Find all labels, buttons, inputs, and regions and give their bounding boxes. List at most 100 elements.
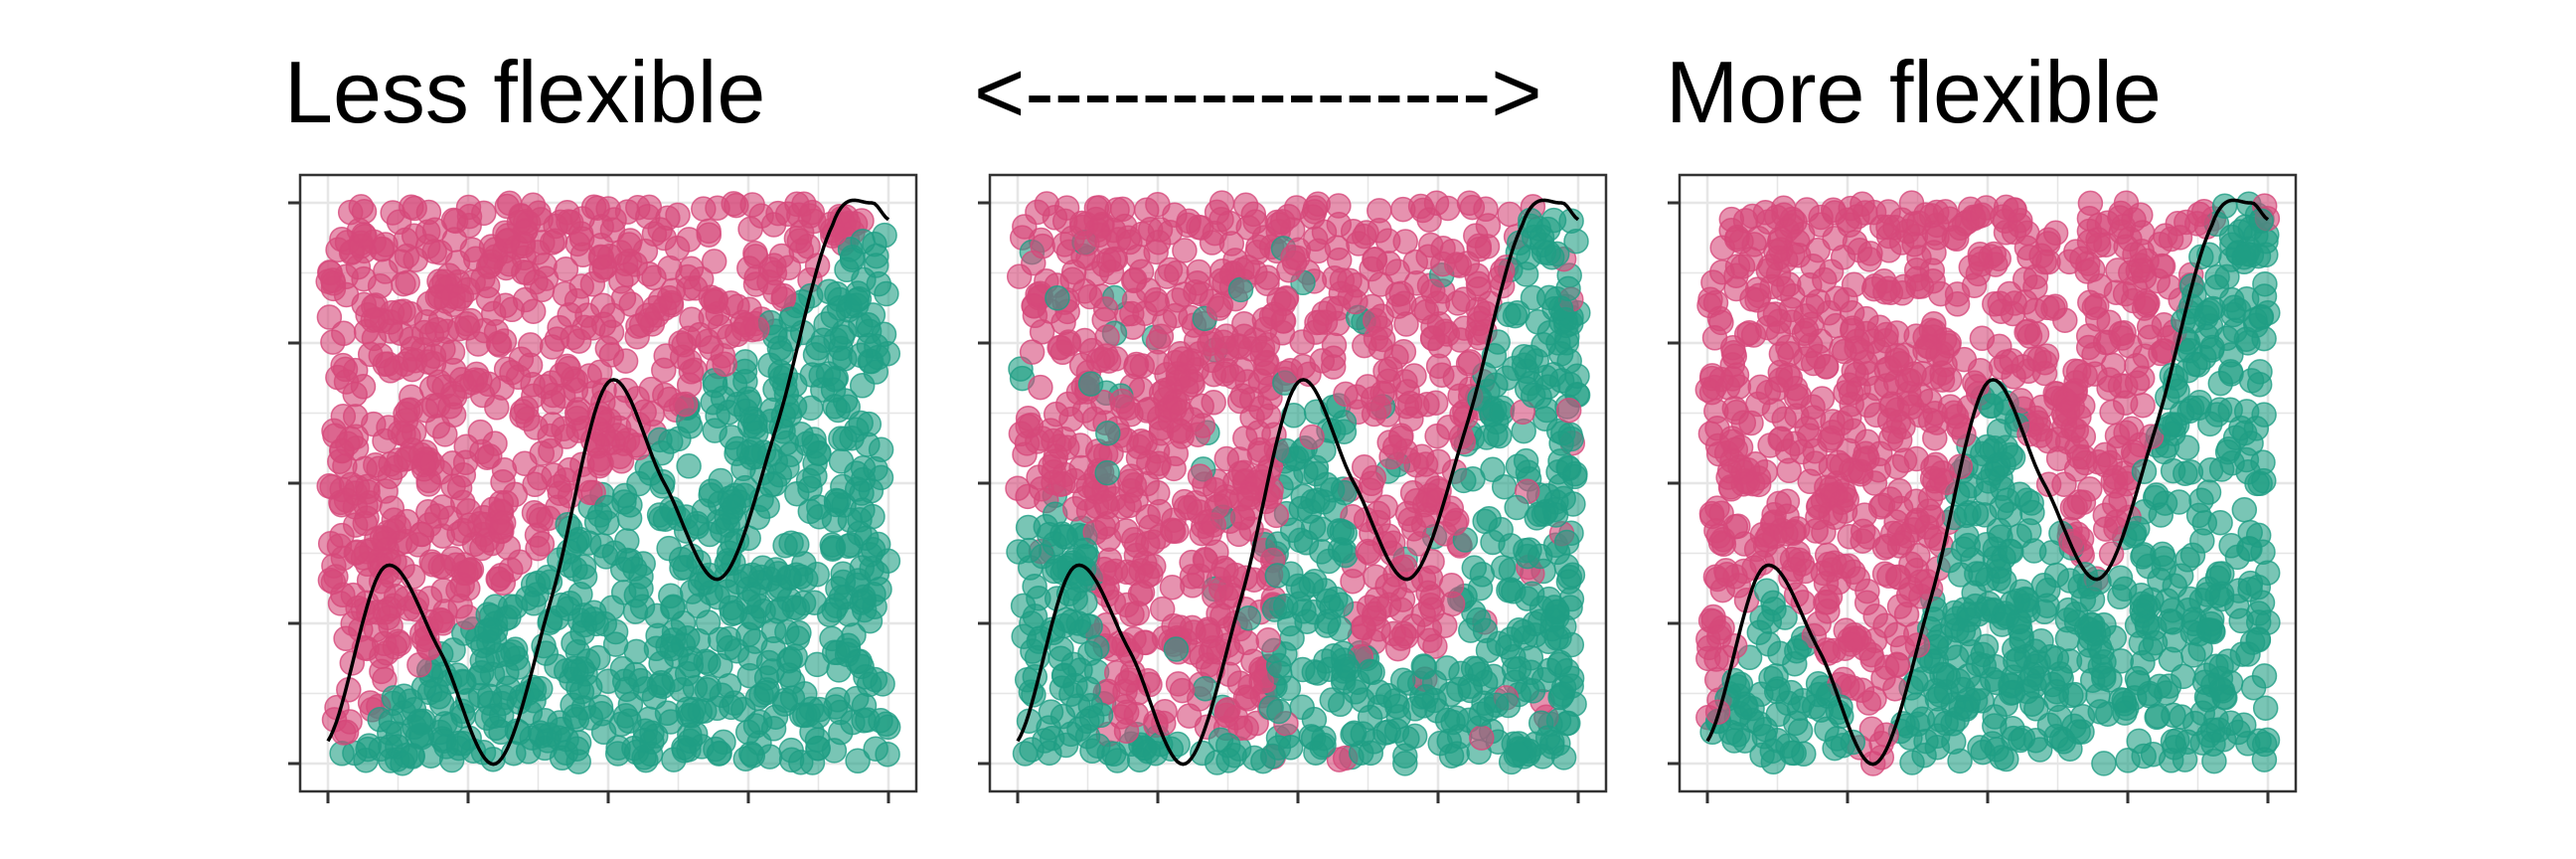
point-class-a	[470, 265, 496, 291]
point-class-b	[2252, 695, 2279, 721]
point-class-b	[593, 494, 620, 521]
point-class-b	[564, 736, 590, 762]
point-class-a	[2012, 289, 2038, 315]
point-class-a	[1413, 298, 1440, 325]
point-class-a	[355, 478, 381, 505]
point-class-a	[579, 315, 606, 341]
point-class-b	[1559, 562, 1586, 589]
point-class-a	[1774, 503, 1800, 529]
point-class-b	[674, 660, 701, 687]
point-class-a	[329, 522, 355, 549]
point-class-a	[1326, 212, 1353, 238]
point-class-a	[484, 395, 510, 421]
point-class-b	[774, 618, 800, 645]
point-class-a	[1833, 286, 1858, 313]
point-class-a	[660, 277, 687, 304]
point-class-b	[1953, 502, 1980, 529]
point-class-b	[2228, 607, 2254, 634]
point-class-b	[535, 728, 561, 754]
point-class-b	[570, 554, 597, 580]
point-class-a	[1018, 412, 1045, 438]
point-class-b	[658, 429, 684, 454]
point-class-b	[654, 700, 681, 727]
point-class-b	[1301, 706, 1328, 733]
point-class-b	[2218, 533, 2244, 559]
point-class-b	[875, 714, 901, 741]
point-class-b	[1491, 473, 1518, 500]
point-class-b	[2158, 412, 2183, 437]
point-class-b	[2022, 653, 2049, 679]
point-class-a	[760, 212, 787, 238]
point-class-b	[721, 494, 747, 520]
point-class-b	[1504, 494, 1530, 521]
point-class-a	[1043, 401, 1069, 428]
point-class-b	[1999, 539, 2024, 565]
point-class-b	[2072, 562, 2098, 588]
figure-header: Less flexible <----------------> More fl…	[0, 38, 2576, 147]
point-class-a	[2135, 290, 2161, 316]
point-class-a	[625, 313, 651, 339]
point-class-b	[2144, 704, 2170, 731]
point-class-a	[333, 281, 360, 308]
point-class-a	[1169, 424, 1195, 449]
point-class-b	[2079, 587, 2106, 612]
point-class-b	[1480, 529, 1506, 556]
point-class-b	[1547, 448, 1573, 474]
point-class-a	[1049, 339, 1076, 366]
point-class-a	[492, 292, 519, 318]
point-class-b	[2229, 641, 2256, 667]
point-class-a	[1937, 394, 1964, 420]
point-class-b	[2251, 283, 2278, 309]
point-class-b	[2035, 577, 2061, 603]
point-class-b	[746, 709, 773, 736]
point-class-b	[773, 430, 800, 456]
point-class-b	[1513, 261, 1539, 287]
point-class-a	[568, 273, 594, 299]
point-class-a	[1169, 400, 1195, 426]
point-class-a	[1361, 464, 1387, 491]
point-class-b	[2069, 719, 2095, 745]
point-class-a	[400, 336, 426, 362]
point-class-b	[816, 278, 842, 305]
point-class-a	[2008, 208, 2033, 234]
point-class-a	[1782, 209, 1808, 235]
point-class-b	[1241, 745, 1267, 772]
point-class-b	[2055, 597, 2082, 623]
point-class-a	[1299, 424, 1325, 450]
point-class-a	[1280, 244, 1306, 270]
point-class-a	[1019, 339, 1046, 365]
point-class-a	[1920, 454, 1946, 481]
point-class-a	[1390, 339, 1417, 365]
point-class-a	[1304, 309, 1330, 336]
point-class-a	[2074, 258, 2100, 284]
point-class-a	[452, 449, 479, 476]
point-class-a	[331, 320, 357, 347]
point-class-a	[1269, 209, 1296, 235]
point-class-a	[1424, 423, 1450, 449]
point-class-a	[1473, 196, 1499, 223]
point-class-b	[400, 744, 425, 770]
point-class-a	[1145, 479, 1171, 506]
point-class-b	[2097, 667, 2123, 693]
point-class-b	[1265, 735, 1292, 761]
point-class-a	[1190, 413, 1216, 438]
point-class-a	[360, 307, 387, 333]
point-class-b	[2002, 636, 2027, 662]
point-class-b	[1540, 207, 1567, 234]
point-class-b	[1558, 426, 1584, 452]
point-class-a	[691, 196, 717, 222]
point-class-a	[1988, 354, 2014, 381]
point-class-b	[1062, 586, 1088, 612]
point-class-b	[2165, 727, 2190, 754]
point-class-a	[1780, 283, 1806, 309]
point-class-b	[1495, 692, 1522, 719]
point-class-a	[1775, 334, 1801, 360]
point-class-a	[768, 243, 795, 269]
point-class-a	[1231, 310, 1257, 337]
point-class-a	[1169, 677, 1196, 704]
point-class-b	[587, 694, 614, 720]
point-class-b	[1944, 706, 1971, 732]
point-class-a	[1213, 445, 1240, 472]
point-class-b	[795, 467, 822, 493]
point-class-b	[1556, 348, 1582, 374]
